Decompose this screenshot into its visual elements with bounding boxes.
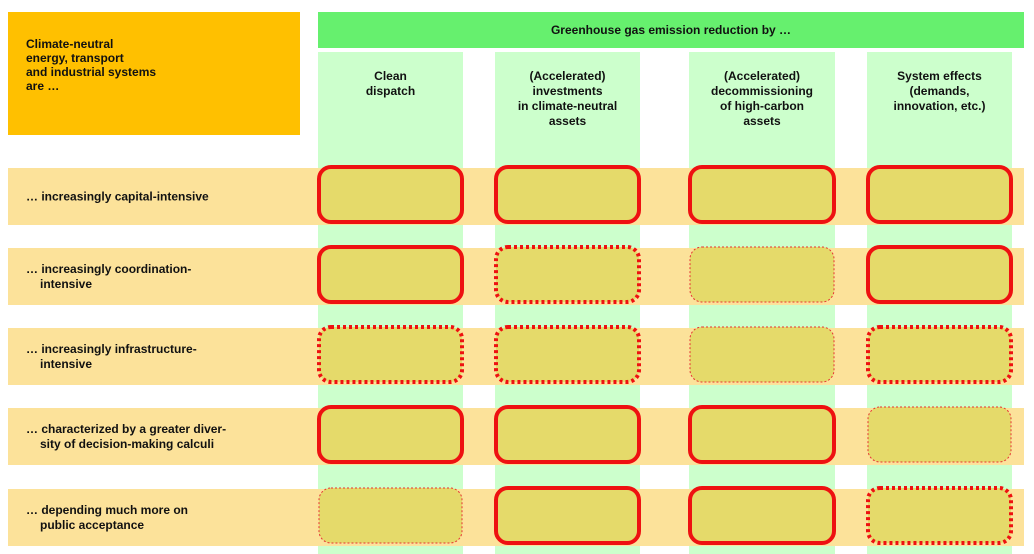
column-header: innovation, etc.) xyxy=(893,99,985,113)
column-header: Clean xyxy=(374,69,407,83)
row-label: intensive xyxy=(40,277,92,291)
row-label: … increasingly infrastructure- xyxy=(26,342,197,356)
cell-box xyxy=(688,165,836,224)
cell-box xyxy=(317,165,464,224)
cell-box xyxy=(866,245,1013,304)
cell-box xyxy=(317,405,464,464)
cell-box xyxy=(494,405,641,464)
row-label: sity of decision-making calculi xyxy=(40,437,214,451)
cell-box xyxy=(688,405,836,464)
row-label: … increasingly capital-intensive xyxy=(26,190,209,204)
cell-box xyxy=(494,165,641,224)
cell-box xyxy=(494,325,641,384)
cell-box xyxy=(317,245,464,304)
header-bar xyxy=(318,12,1024,48)
header-title: Greenhouse gas emission reduction by … xyxy=(551,23,791,37)
row-label: … increasingly coordination- xyxy=(26,262,191,276)
cell-box xyxy=(867,406,1012,463)
column-header: (Accelerated) xyxy=(724,69,800,83)
cell-box xyxy=(866,486,1013,545)
column-header: System effects xyxy=(897,69,982,83)
cell-box xyxy=(494,486,641,545)
column-header: of high-carbon xyxy=(720,99,804,113)
cell-box xyxy=(317,325,464,384)
corner-text: are … xyxy=(26,79,59,93)
column-header: (demands, xyxy=(909,84,969,98)
cell-box xyxy=(318,487,463,544)
corner-text: energy, transport xyxy=(26,51,124,65)
row-label: public acceptance xyxy=(40,518,144,532)
cell-box xyxy=(689,246,835,303)
row-label: … characterized by a greater diver- xyxy=(26,422,226,436)
column-header: assets xyxy=(743,114,781,128)
row-label: intensive xyxy=(40,357,92,371)
column-header: in climate-neutral xyxy=(518,99,617,113)
cell-box xyxy=(866,165,1013,224)
row-label: … depending much more on xyxy=(26,503,188,517)
column-header: decommissioning xyxy=(711,84,813,98)
column-header: dispatch xyxy=(366,84,415,98)
corner-text: and industrial systems xyxy=(26,65,156,79)
cell-box xyxy=(494,245,641,304)
cell-box xyxy=(866,325,1013,384)
column-header: (Accelerated) xyxy=(529,69,605,83)
cell-box xyxy=(689,326,835,383)
cell-box xyxy=(688,486,836,545)
corner-box xyxy=(8,12,300,135)
column-header: investments xyxy=(532,84,602,98)
column-header: assets xyxy=(549,114,587,128)
corner-text: Climate-neutral xyxy=(26,37,113,51)
